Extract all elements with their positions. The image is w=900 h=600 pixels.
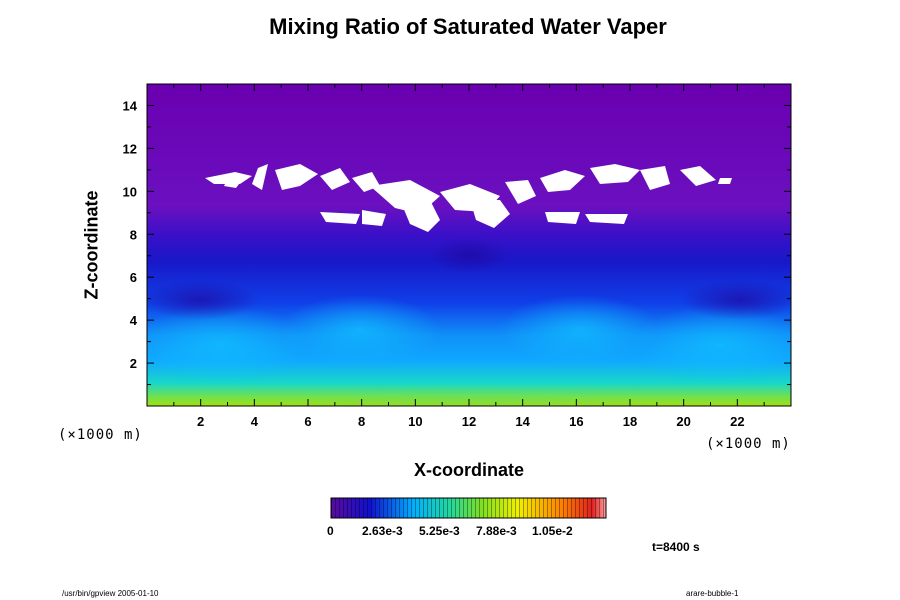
y-tick-label: 12 [123,141,137,156]
missing-data-region [205,164,732,232]
y-tick-label: 14 [123,98,138,113]
colorbar-label-2: 5.25e-3 [419,524,460,538]
colorbar-label-0: 0 [327,524,334,538]
x-tick-label: 18 [623,414,637,429]
chart-title: Mixing Ratio of Saturated Water Vaper [269,14,667,39]
x-tick-label: 16 [569,414,583,429]
footer-left: /usr/bin/gpview 2005-01-10 [62,589,159,598]
y-axis: 2 4 6 8 10 12 14 [123,98,791,386]
x-tick-label: 14 [515,414,530,429]
y-tick-label: 10 [123,184,137,199]
y-tick-label: 2 [130,356,137,371]
x-unit-right: (×1000 m) [706,436,791,452]
colorbar-label-1: 2.63e-3 [362,524,403,538]
x-tick-label: 4 [251,414,259,429]
x-tick-label: 2 [197,414,204,429]
y-tick-label: 6 [130,270,137,285]
x-axis-label: X-coordinate [413,460,524,480]
x-tick-label: 22 [730,414,744,429]
x-tick-label: 12 [462,414,476,429]
x-tick-label: 20 [676,414,690,429]
y-tick-label: 8 [130,227,137,242]
colorbar [330,497,607,519]
x-tick-label: 8 [358,414,365,429]
colorbar-label-3: 7.88e-3 [476,524,517,538]
footer-right: arare-bubble-1 [686,589,739,598]
x-axis: 2 4 6 8 10 12 14 16 18 20 22 [173,84,765,429]
y-tick-label: 4 [130,313,138,328]
y-axis-label: Z-coordinate [81,190,102,300]
x-tick-label: 10 [408,414,422,429]
x-unit-left: (×1000 m) [58,427,143,443]
heatmap-field [147,84,791,406]
x-tick-label: 6 [304,414,311,429]
time-annotation: t=8400 s [652,540,700,554]
colorbar-label-4: 1.05e-2 [532,524,573,538]
